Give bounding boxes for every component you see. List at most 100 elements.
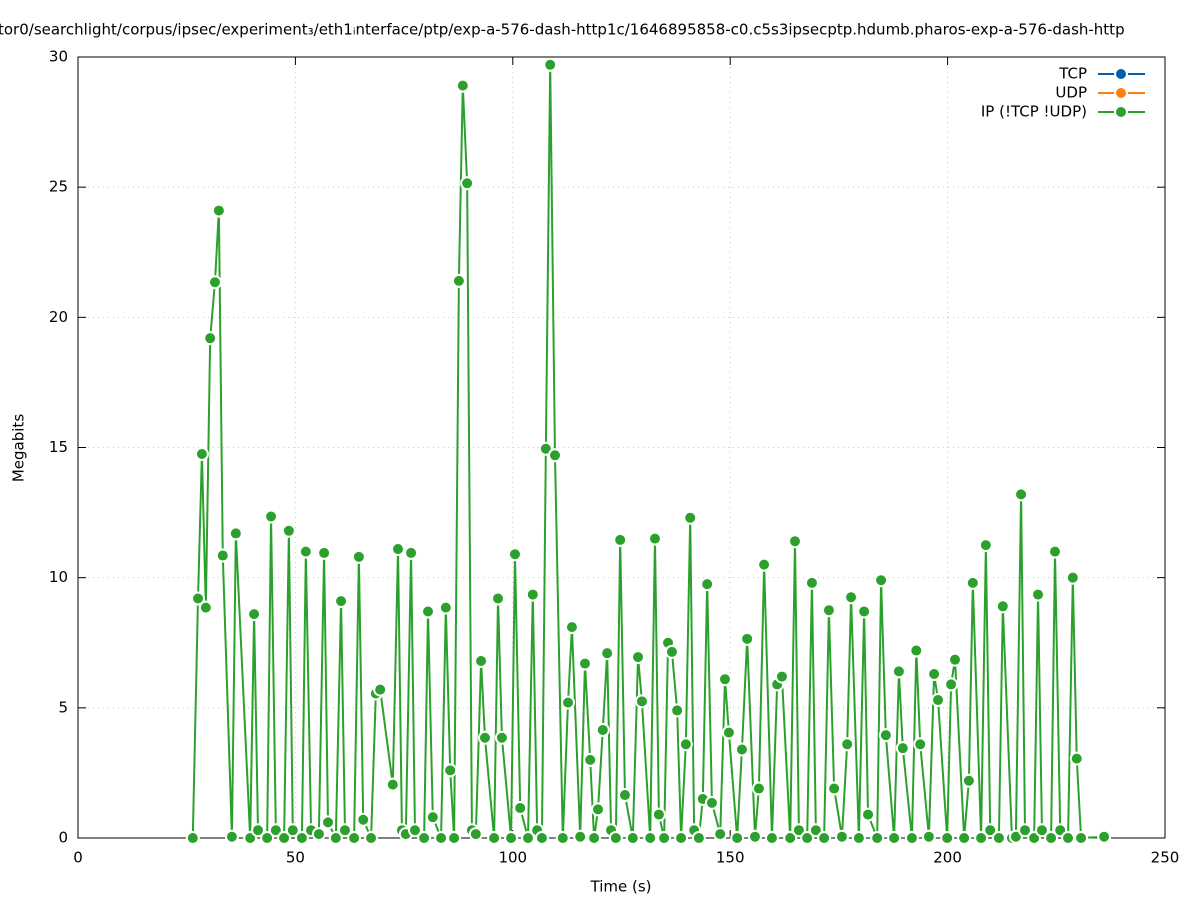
data-point	[1031, 587, 1046, 602]
legend-marker	[1114, 105, 1128, 119]
data-point	[1097, 829, 1112, 844]
data-point	[268, 823, 283, 838]
data-point	[425, 810, 440, 825]
data-point	[561, 695, 576, 710]
data-point	[747, 829, 762, 844]
data-point	[521, 831, 536, 845]
data-point	[961, 773, 976, 788]
data-point	[203, 331, 218, 346]
data-point	[783, 831, 798, 845]
data-point	[944, 677, 959, 692]
data-point	[577, 656, 592, 671]
data-point	[407, 823, 422, 838]
data-point	[264, 509, 279, 524]
data-point	[373, 682, 388, 697]
data-point	[995, 599, 1010, 614]
y-tick-label: 10	[49, 568, 68, 586]
data-point	[791, 823, 806, 838]
data-point	[808, 823, 823, 838]
data-point	[337, 823, 352, 838]
data-point	[1065, 570, 1080, 585]
data-point	[895, 741, 910, 756]
data-point	[1034, 823, 1049, 838]
data-point	[391, 542, 406, 557]
data-point	[277, 831, 292, 845]
data-point	[281, 523, 296, 538]
series-line	[191, 63, 1105, 839]
data-point	[455, 78, 470, 93]
data-point	[674, 831, 689, 845]
data-point	[940, 831, 955, 845]
data-point	[198, 600, 213, 615]
data-point	[927, 666, 942, 681]
data-point	[447, 831, 462, 845]
data-point	[704, 795, 719, 810]
legend-label: UDP	[1055, 84, 1087, 102]
data-point	[851, 831, 866, 845]
data-point	[1061, 831, 1076, 845]
data-point	[311, 827, 326, 842]
data-point	[513, 801, 528, 816]
data-point	[460, 176, 475, 191]
data-point	[191, 591, 206, 606]
data-point	[583, 752, 598, 767]
data-point	[657, 831, 672, 845]
data-point	[683, 510, 698, 525]
y-tick-label: 15	[49, 438, 68, 456]
y-tick-label: 25	[49, 178, 68, 196]
data-point	[1044, 831, 1059, 845]
data-point	[625, 831, 640, 845]
data-point	[1047, 544, 1062, 559]
data-point	[730, 831, 745, 845]
data-point	[947, 652, 962, 667]
data-point	[443, 763, 458, 778]
data-point	[991, 831, 1006, 845]
data-point	[870, 831, 885, 845]
data-point	[364, 831, 379, 845]
data-point	[634, 694, 649, 709]
x-axis-label: Time (s)	[590, 878, 652, 896]
data-point	[1014, 487, 1029, 502]
data-point	[487, 831, 502, 845]
data-point	[978, 538, 993, 553]
data-point	[904, 831, 919, 845]
data-point	[713, 827, 728, 842]
legend-marker	[1114, 67, 1128, 81]
data-point	[721, 725, 736, 740]
data-point	[285, 823, 300, 838]
data-point	[874, 573, 889, 588]
data-point	[215, 548, 230, 563]
data-point	[1069, 751, 1084, 766]
data-point	[643, 831, 658, 845]
data-point	[631, 650, 646, 665]
data-point	[417, 831, 432, 845]
legend-marker	[1114, 86, 1128, 100]
data-point	[347, 831, 362, 845]
data-point	[555, 831, 570, 845]
data-point	[451, 273, 466, 288]
x-tick-label: 100	[498, 849, 527, 867]
data-point	[921, 829, 936, 844]
data-point	[827, 781, 842, 796]
data-point	[573, 829, 588, 844]
data-point	[421, 604, 436, 619]
data-point	[1008, 829, 1023, 844]
x-tick-label: 0	[73, 849, 83, 867]
data-point	[734, 742, 749, 757]
x-tick-label: 150	[716, 849, 745, 867]
data-point	[474, 653, 489, 668]
data-point	[317, 545, 332, 560]
data-point	[844, 590, 859, 605]
data-point	[547, 448, 562, 463]
legend-label: TCP	[1058, 65, 1087, 83]
data-point	[664, 644, 679, 659]
data-point	[891, 664, 906, 679]
data-point	[878, 728, 893, 743]
data-point	[717, 672, 732, 687]
data-point	[974, 831, 989, 845]
data-point	[617, 788, 632, 803]
data-point	[491, 591, 506, 606]
data-point	[613, 532, 628, 547]
y-tick-label: 30	[49, 48, 68, 66]
data-point	[507, 547, 522, 562]
